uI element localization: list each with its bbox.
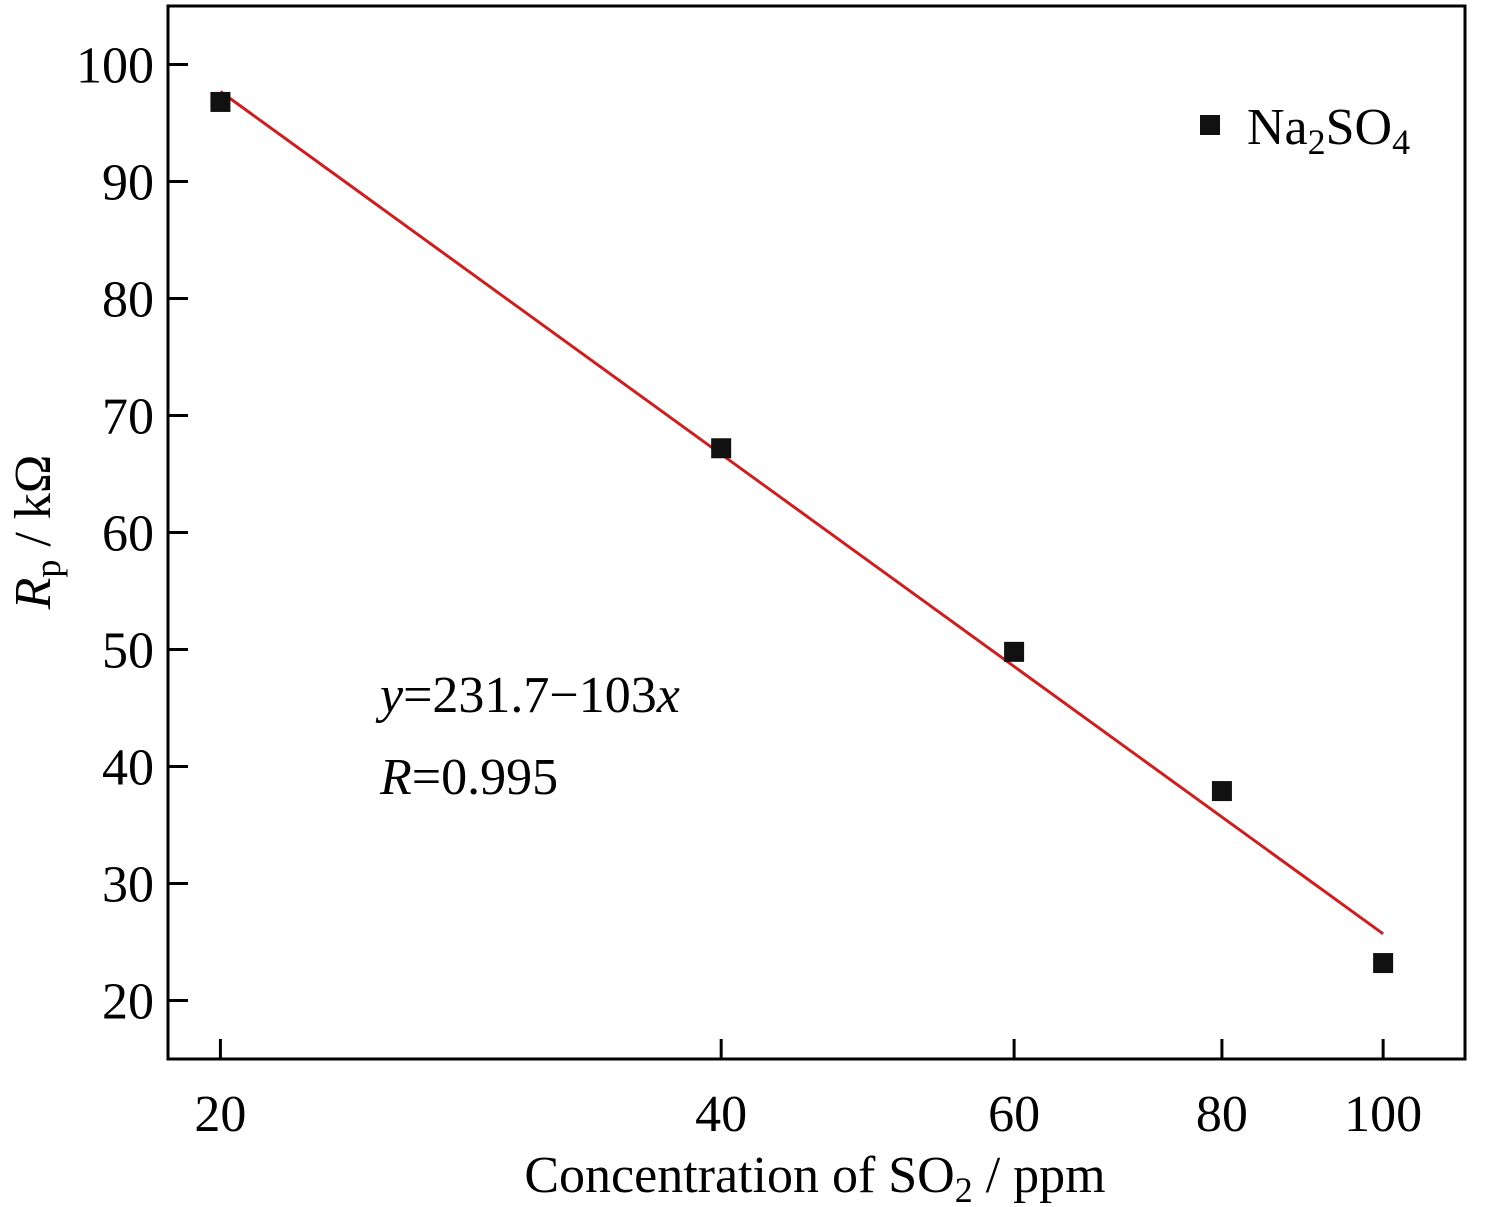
data-point — [1373, 953, 1394, 974]
x-tick-label: 20 — [194, 1086, 246, 1143]
y-tick-label: 20 — [102, 974, 154, 1031]
y-tick-label: 70 — [102, 389, 154, 446]
data-points — [210, 91, 1394, 974]
legend-marker-icon — [1200, 115, 1220, 135]
y-ticks: 20 30 40 50 60 70 80 90 100 — [76, 38, 188, 1031]
legend: Na2SO4 — [1200, 99, 1410, 162]
x-tick-label: 40 — [695, 1086, 747, 1143]
fit-equation: y=231.7−103x — [375, 667, 680, 724]
x-ticks: 20 40 60 80 100 — [194, 1039, 1422, 1143]
fit-line — [219, 90, 1385, 936]
y-tick-label: 30 — [102, 857, 154, 914]
data-point — [210, 91, 231, 112]
x-tick-label: 80 — [1196, 1086, 1248, 1143]
data-point — [1211, 781, 1232, 802]
y-tick-label: 100 — [76, 38, 154, 95]
y-axis-title: Rp / kΩ — [5, 455, 68, 611]
x-tick-label: 60 — [988, 1086, 1040, 1143]
x-tick-label: 100 — [1344, 1086, 1422, 1143]
y-tick-label: 40 — [102, 740, 154, 797]
y-tick-label: 60 — [102, 506, 154, 563]
plot-frame — [166, 4, 1467, 1061]
data-point — [1004, 641, 1025, 662]
legend-label: Na2SO4 — [1247, 99, 1410, 162]
data-point — [711, 438, 732, 459]
y-tick-label: 80 — [102, 272, 154, 329]
x-axis-title: Concentration of SO2 / ppm — [524, 1147, 1105, 1207]
fit-r-value: R=0.995 — [379, 749, 558, 806]
y-tick-label: 50 — [102, 623, 154, 680]
y-tick-label: 90 — [102, 155, 154, 212]
